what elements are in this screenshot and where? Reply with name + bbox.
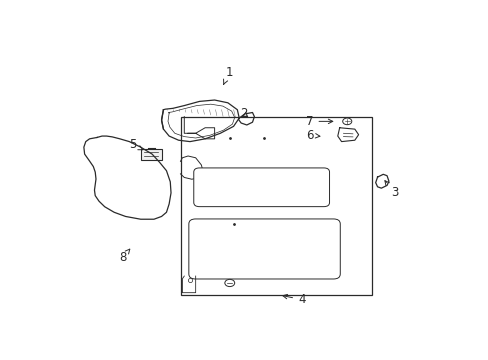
Text: 6: 6 (305, 129, 319, 142)
Text: 7: 7 (305, 115, 332, 128)
Text: 4: 4 (282, 293, 305, 306)
FancyBboxPatch shape (188, 219, 340, 279)
Text: 3: 3 (384, 181, 398, 199)
Bar (180, 117, 371, 296)
Circle shape (224, 279, 234, 287)
FancyBboxPatch shape (141, 149, 162, 160)
Text: 5: 5 (129, 139, 142, 152)
Text: 1: 1 (223, 66, 232, 84)
FancyBboxPatch shape (193, 168, 329, 207)
Text: 8: 8 (119, 249, 129, 264)
Circle shape (342, 118, 351, 125)
Text: 2: 2 (240, 107, 247, 120)
